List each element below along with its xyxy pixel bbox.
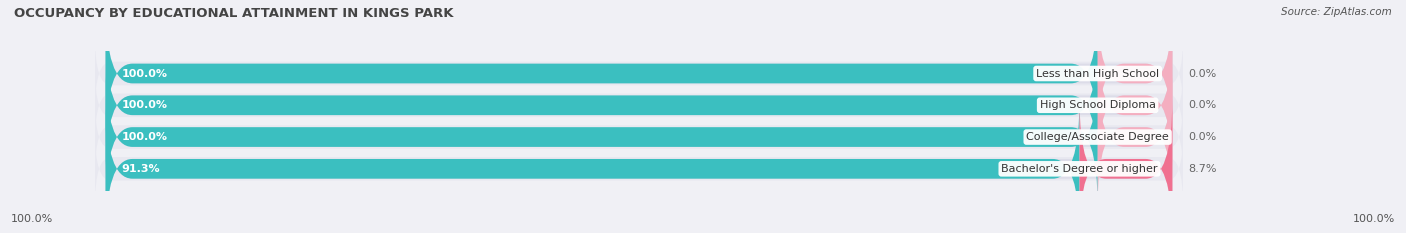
Text: 100.0%: 100.0%: [1353, 214, 1395, 224]
FancyBboxPatch shape: [1098, 4, 1173, 143]
Text: Less than High School: Less than High School: [1036, 69, 1159, 79]
FancyBboxPatch shape: [105, 99, 1080, 233]
Text: 0.0%: 0.0%: [1188, 69, 1216, 79]
Text: College/Associate Degree: College/Associate Degree: [1026, 132, 1168, 142]
FancyBboxPatch shape: [96, 38, 1182, 110]
Text: Source: ZipAtlas.com: Source: ZipAtlas.com: [1281, 7, 1392, 17]
FancyBboxPatch shape: [96, 133, 1182, 205]
FancyBboxPatch shape: [1080, 99, 1173, 233]
FancyBboxPatch shape: [105, 4, 1173, 143]
Text: OCCUPANCY BY EDUCATIONAL ATTAINMENT IN KINGS PARK: OCCUPANCY BY EDUCATIONAL ATTAINMENT IN K…: [14, 7, 454, 20]
Text: 91.3%: 91.3%: [122, 164, 160, 174]
FancyBboxPatch shape: [105, 99, 1173, 233]
Text: Bachelor's Degree or higher: Bachelor's Degree or higher: [1001, 164, 1157, 174]
Text: 0.0%: 0.0%: [1188, 100, 1216, 110]
Text: 0.0%: 0.0%: [1188, 132, 1216, 142]
FancyBboxPatch shape: [96, 101, 1182, 173]
Text: 100.0%: 100.0%: [122, 100, 167, 110]
Text: 100.0%: 100.0%: [122, 69, 167, 79]
FancyBboxPatch shape: [1098, 36, 1173, 175]
FancyBboxPatch shape: [96, 69, 1182, 141]
Text: 8.7%: 8.7%: [1188, 164, 1216, 174]
FancyBboxPatch shape: [1098, 68, 1173, 207]
FancyBboxPatch shape: [105, 68, 1173, 207]
Text: 100.0%: 100.0%: [122, 132, 167, 142]
FancyBboxPatch shape: [105, 4, 1098, 143]
FancyBboxPatch shape: [105, 36, 1098, 175]
FancyBboxPatch shape: [105, 36, 1173, 175]
Text: High School Diploma: High School Diploma: [1039, 100, 1156, 110]
Text: 100.0%: 100.0%: [11, 214, 53, 224]
FancyBboxPatch shape: [105, 68, 1098, 207]
